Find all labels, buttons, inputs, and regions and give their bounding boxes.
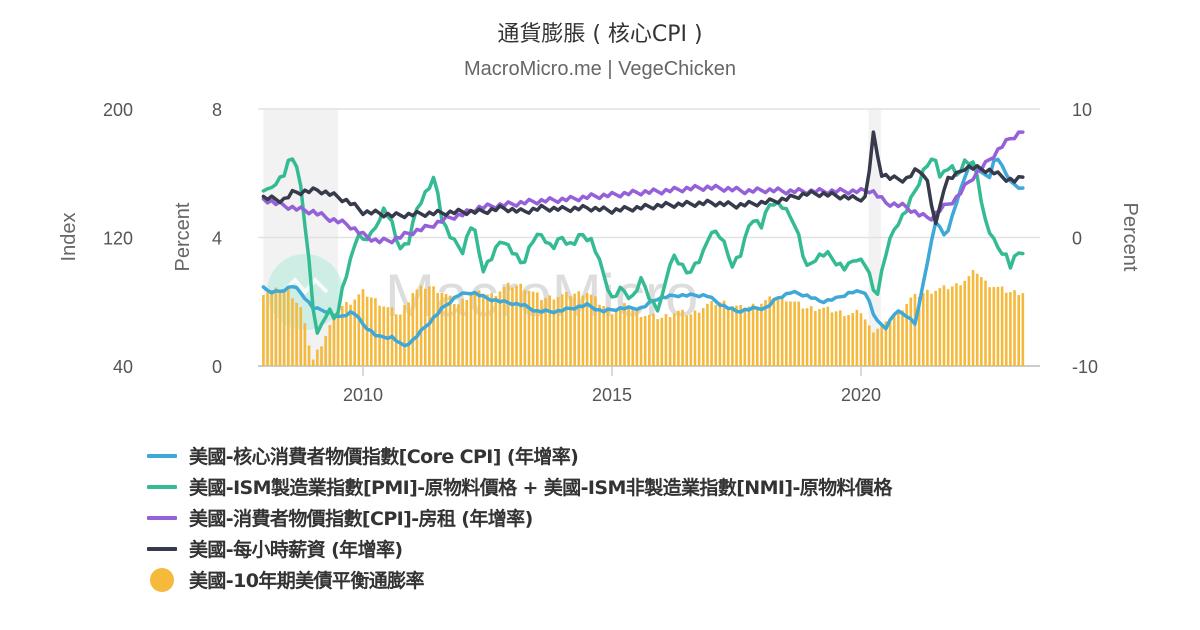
- series-lines: [261, 130, 1025, 348]
- percent-right-axis-tick: -10: [1072, 357, 1098, 377]
- chart-subtitle: MacroMicro.me | VegeChicken: [464, 58, 736, 80]
- index-axis-title: Index: [58, 213, 80, 262]
- legend-dot-icon: [150, 567, 174, 592]
- percent-right-axis-tick: 0: [1072, 229, 1082, 249]
- legend-item-ism-prices[interactable]: 美國-ISM製造業指數[PMI]-原物料價格 + 美國-ISM非製造業指數[NM…: [147, 471, 892, 502]
- legend-line-icon: [147, 546, 177, 551]
- legend-line-icon: [147, 453, 177, 458]
- x-axis-tick: 2015: [592, 385, 632, 405]
- legend-item-core-cpi[interactable]: 美國-核心消費者物價指數[Core CPI] (年增率): [147, 440, 892, 471]
- index-axis-tick: 200: [103, 100, 133, 120]
- percent-left-axis-tick: 8: [212, 100, 222, 120]
- index-axis-tick: 120: [103, 229, 133, 249]
- percent-right-axis-title: Percent: [1119, 203, 1141, 272]
- legend: 美國-核心消費者物價指數[Core CPI] (年增率) 美國-ISM製造業指數…: [147, 440, 892, 595]
- legend-line-icon: [147, 515, 177, 520]
- legend-label: 美國-ISM製造業指數[PMI]-原物料價格 + 美國-ISM非製造業指數[NM…: [189, 477, 892, 499]
- series-line: [261, 157, 1025, 335]
- legend-item-hourly-wages[interactable]: 美國-每小時薪資 (年增率): [147, 533, 892, 564]
- breakeven-bars: [262, 269, 1025, 366]
- index-axis-tick: 40: [113, 357, 133, 377]
- series-line: [261, 130, 1025, 226]
- legend-label: 美國-消費者物價指數[CPI]-房租 (年增率): [189, 508, 533, 530]
- legend-item-cpi-rent[interactable]: 美國-消費者物價指數[CPI]-房租 (年增率): [147, 502, 892, 533]
- legend-label: 美國-每小時薪資 (年增率): [189, 539, 403, 561]
- percent-left-axis-tick: 4: [212, 229, 222, 249]
- legend-label: 美國-10年期美債平衡通膨率: [189, 570, 425, 592]
- percent-right-axis-tick: 10: [1072, 100, 1092, 120]
- x-axis-tick: 2010: [343, 385, 383, 405]
- series-line: [261, 157, 1025, 348]
- series-line: [261, 130, 1025, 245]
- legend-line-icon: [147, 484, 177, 489]
- x-axis-tick: 2020: [841, 385, 881, 405]
- chart-title: 通貨膨脹 ( 核心CPI ): [497, 22, 703, 47]
- percent-left-axis-tick: 0: [212, 357, 222, 377]
- axes-labels: 40 120 200 0 4 8 -10 0 10 2010 2015 2020 Index Percen…: [58, 100, 1141, 405]
- percent-left-axis-title: Percent: [172, 202, 194, 271]
- legend-item-breakeven[interactable]: 美國-10年期美債平衡通膨率: [147, 564, 892, 595]
- legend-label: 美國-核心消費者物價指數[Core CPI] (年增率): [189, 446, 579, 468]
